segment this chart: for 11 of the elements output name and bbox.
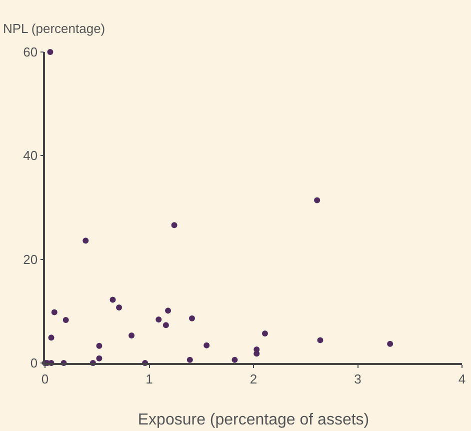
y-tick-label: 60	[23, 44, 38, 60]
x-tick-label: 4	[458, 371, 466, 386]
x-axis-title: Exposure (percentage of assets)	[138, 412, 370, 429]
x-tick-label: 2	[250, 371, 258, 386]
y-tick-label: 40	[23, 148, 38, 164]
y-axis-title: NPL (percentage)	[3, 21, 106, 36]
x-tick-label: 1	[146, 371, 153, 386]
y-tick-label: 20	[23, 252, 38, 267]
x-tick-label: 0	[41, 371, 49, 386]
y-tick-label: 0	[30, 356, 38, 371]
x-tick-label: 3	[354, 371, 362, 386]
